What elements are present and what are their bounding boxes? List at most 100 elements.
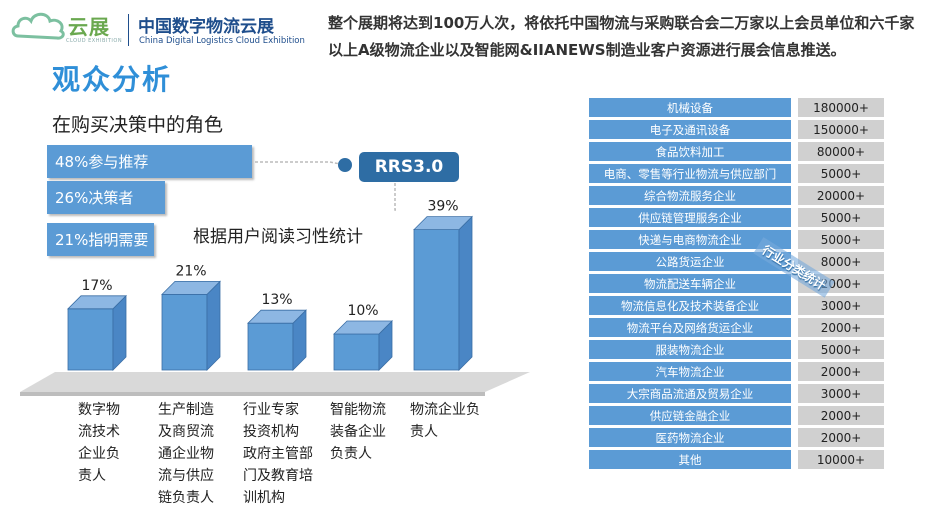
bar-value-label-3: 10% xyxy=(347,303,378,319)
category-label-line: 政府主管部 xyxy=(243,446,313,462)
industry-value: 2000+ xyxy=(798,428,884,447)
industry-name: 机械设备 xyxy=(589,98,791,117)
bar-top-2 xyxy=(247,309,307,324)
table-row: 物流信息化及技术装备企业 3000+ xyxy=(589,296,884,316)
industry-value: 20000+ xyxy=(798,186,884,205)
logo-text: 云展 xyxy=(68,15,110,39)
logo-divider xyxy=(128,14,129,46)
industry-name: 快递与电商物流企业 xyxy=(589,230,791,249)
category-label-line: 门及教育培 xyxy=(243,468,313,484)
category-label-line: 物流企业负 xyxy=(410,402,480,418)
bar-value-label-1: 21% xyxy=(175,263,206,279)
industry-value: 2000+ xyxy=(798,362,884,381)
category-label-line: 数字物 xyxy=(78,402,120,418)
table-row: 电商、零售等行业物流与供应部门 5000+ xyxy=(589,164,884,184)
table-row: 医药物流企业 2000+ xyxy=(589,428,884,448)
bar-value-label-4: 39% xyxy=(427,199,458,215)
connector-dot xyxy=(338,158,352,172)
industry-name: 医药物流企业 xyxy=(589,428,791,447)
industry-name: 汽车物流企业 xyxy=(589,362,791,381)
bar-value-label-2: 13% xyxy=(261,292,292,308)
table-row: 供应链管理服务企业 5000+ xyxy=(589,208,884,228)
bar-front-4 xyxy=(413,229,460,371)
category-label-2: 行业专家投资机构政府主管部门及教育培训机构 xyxy=(243,399,333,509)
category-label-0: 数字物流技术企业负责人 xyxy=(78,399,168,487)
industry-value: 150000+ xyxy=(798,120,884,139)
category-label-line: 企业负 xyxy=(78,446,120,462)
industry-name: 综合物流服务企业 xyxy=(589,186,791,205)
bar-top-0 xyxy=(67,295,127,310)
chart-title: 根据用户阅读习性统计 xyxy=(193,227,363,247)
industry-name: 大宗商品流通及贸易企业 xyxy=(589,384,791,403)
bar-top-3 xyxy=(333,320,393,335)
table-row: 物流平台及网络货运企业 2000+ xyxy=(589,318,884,338)
industry-name: 食品饮料加工 xyxy=(589,142,791,161)
industry-value: 3000+ xyxy=(798,384,884,403)
category-label-line: 装备企业 xyxy=(330,424,386,440)
industry-name: 服装物流企业 xyxy=(589,340,791,359)
category-label-line: 责人 xyxy=(410,424,438,440)
role-box-recommend: 48%参与推荐 xyxy=(47,145,252,178)
industry-name: 物流平台及网络货运企业 xyxy=(589,318,791,337)
table-row: 快递与电商物流企业 5000+ xyxy=(589,230,884,250)
table-row: 综合物流服务企业 20000+ xyxy=(589,186,884,206)
bar-value-label-0: 17% xyxy=(81,278,112,294)
role-box-specify: 21%指明需要 xyxy=(47,223,154,256)
exhibition-title: 中国数字物流云展 xyxy=(138,17,274,37)
category-label-line: 训机构 xyxy=(243,490,285,506)
industry-value: 2000+ xyxy=(798,406,884,425)
bars-group: 17% 21% 13% 10% 39% xyxy=(67,199,473,371)
industry-value: 80000+ xyxy=(798,142,884,161)
industry-name: 电子及通讯设备 xyxy=(589,120,791,139)
industry-value: 2000+ xyxy=(798,318,884,337)
industry-value: 8000+ xyxy=(798,252,884,271)
bar-side-4 xyxy=(458,215,473,371)
industry-name: 供应链金融企业 xyxy=(589,406,791,425)
category-label-line: 流技术 xyxy=(78,424,120,440)
industry-value: 10000+ xyxy=(798,450,884,469)
bar-front-3 xyxy=(333,333,380,371)
rrs-badge: RRS3.0 xyxy=(359,152,459,182)
category-label-line: 投资机构 xyxy=(243,424,299,440)
industry-value: 5000+ xyxy=(798,164,884,183)
category-label-line: 责人 xyxy=(78,468,106,484)
page-title: 观众分析 xyxy=(52,63,173,96)
industry-name: 公路货运企业 xyxy=(589,252,791,271)
category-label-line: 智能物流 xyxy=(330,402,386,418)
bar-side-1 xyxy=(206,280,221,371)
industry-name: 物流配送车辆企业 xyxy=(589,274,791,293)
category-label-1: 生产制造及商贸流通企业物流与供应链负责人 xyxy=(158,399,248,509)
intro-paragraph: 整个展期将达到100万人次，将依托中国物流与采购联合会二万家以上会员单位和六千家… xyxy=(328,14,915,59)
table-row: 汽车物流企业 2000+ xyxy=(589,362,884,382)
exhibition-subtitle: China Digital Logistics Cloud Exhibition xyxy=(139,36,305,46)
bar-front-2 xyxy=(247,322,294,371)
bar-front-0 xyxy=(67,308,114,371)
connector-line xyxy=(255,161,346,166)
category-label-3: 智能物流装备企业负责人 xyxy=(330,399,420,465)
table-row: 服装物流企业 5000+ xyxy=(589,340,884,360)
industry-value: 180000+ xyxy=(798,98,884,117)
industry-name: 电商、零售等行业物流与供应部门 xyxy=(589,164,791,183)
chart-floor-edge xyxy=(20,392,485,396)
category-label-line: 通企业物 xyxy=(158,446,214,462)
industry-value: 5000+ xyxy=(798,230,884,249)
bar-top-4 xyxy=(413,216,473,231)
role-box-decision: 26%决策者 xyxy=(47,181,165,214)
category-label-line: 流与供应 xyxy=(158,468,214,484)
roles-title: 在购买决策中的角色 xyxy=(52,114,224,136)
table-row: 大宗商品流通及贸易企业 3000+ xyxy=(589,384,884,404)
connector-line-down xyxy=(394,183,398,211)
table-row: 食品饮料加工 80000+ xyxy=(589,142,884,162)
logo-subtext: CLOUD EXHIBITION xyxy=(66,38,123,44)
category-label-line: 生产制造 xyxy=(158,402,214,418)
industry-name: 其他 xyxy=(589,450,791,469)
bar-front-1 xyxy=(161,293,208,371)
category-label-line: 行业专家 xyxy=(243,402,299,418)
industry-value: 5000+ xyxy=(798,340,884,359)
table-row: 公路货运企业 8000+ xyxy=(589,252,884,272)
category-label-line: 链负责人 xyxy=(158,490,214,506)
category-label-line: 负责人 xyxy=(330,446,372,462)
industry-name: 物流信息化及技术装备企业 xyxy=(589,296,791,315)
category-label-line: 及商贸流 xyxy=(158,424,214,440)
